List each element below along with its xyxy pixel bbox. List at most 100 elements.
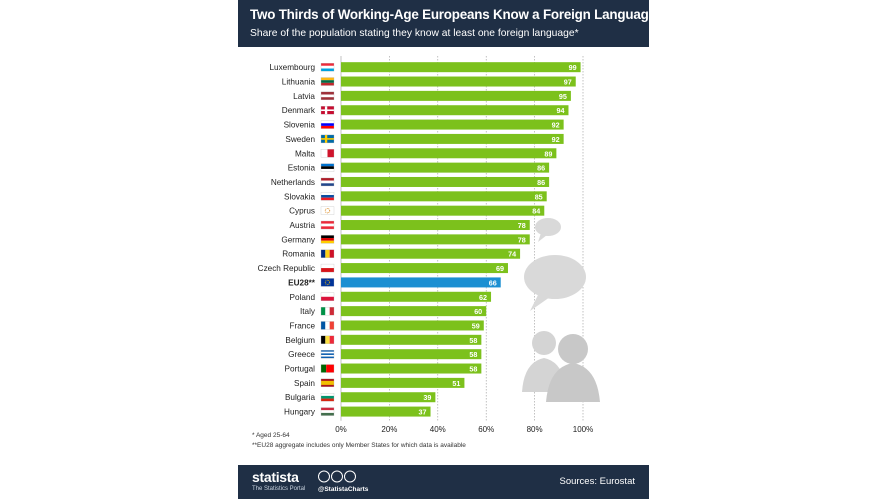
bar-value-label: 74 xyxy=(508,250,516,259)
footnote-age: * Aged 25-64 xyxy=(252,432,290,439)
speech-bubbles-illustration xyxy=(522,218,600,402)
flag-poland-icon xyxy=(320,292,335,301)
bar-value-label: 89 xyxy=(544,149,552,158)
bar-value-label: 58 xyxy=(469,350,477,359)
country-label: Czech Republic xyxy=(258,264,315,273)
bar-value-label: 97 xyxy=(564,78,572,87)
country-label: Hungary xyxy=(284,408,316,417)
bar xyxy=(341,62,581,73)
country-label: Romania xyxy=(282,250,315,259)
bar xyxy=(341,191,547,202)
country-label: France xyxy=(290,321,316,330)
country-label: Estonia xyxy=(288,164,316,173)
bar xyxy=(341,105,569,116)
bar xyxy=(341,334,482,345)
flag-latvia-icon xyxy=(320,91,335,101)
country-label: Austria xyxy=(290,221,316,230)
flag-denmark-icon xyxy=(320,106,335,115)
country-label: Malta xyxy=(295,149,315,158)
country-label: Spain xyxy=(294,379,315,388)
bar-value-label: 58 xyxy=(469,336,477,345)
flag-portugal-icon xyxy=(320,364,335,373)
x-tick-label: 20% xyxy=(381,425,397,434)
bar-value-label: 59 xyxy=(472,321,480,330)
bar-value-label: 66 xyxy=(489,278,497,287)
x-tick-label: 40% xyxy=(430,425,446,434)
bar-value-label: 58 xyxy=(469,365,477,374)
flag-romania-icon xyxy=(320,249,335,258)
country-label: Latvia xyxy=(293,92,315,101)
infographic-card: Two Thirds of Working-Age Europeans Know… xyxy=(238,0,656,499)
bar xyxy=(341,205,545,216)
x-tick-label: 60% xyxy=(478,425,494,434)
country-label: Lithuania xyxy=(282,78,316,87)
flag-hungary-icon xyxy=(320,407,335,416)
country-label: Slovenia xyxy=(284,121,316,130)
statista-logo[interactable]: statista xyxy=(252,469,299,485)
chart-header: Two Thirds of Working-Age Europeans Know… xyxy=(238,0,656,47)
bar-value-label: 39 xyxy=(423,393,431,402)
bar xyxy=(341,291,492,302)
bar-value-label: 60 xyxy=(474,307,482,316)
bar xyxy=(341,363,482,374)
country-label: Cyprus xyxy=(289,207,315,216)
bar xyxy=(341,176,550,187)
bar xyxy=(341,76,576,87)
bar xyxy=(341,392,436,403)
bar xyxy=(341,406,431,417)
chart-title: Two Thirds of Working-Age Europeans Know… xyxy=(250,7,656,22)
flag-lithuania-icon xyxy=(320,77,335,86)
bar xyxy=(341,119,564,130)
bar-value-label: 95 xyxy=(559,92,567,101)
flag-netherlands-icon xyxy=(320,177,335,187)
country-label: Luxembourg xyxy=(269,63,315,72)
country-label: Bulgaria xyxy=(285,393,315,402)
flag-slovakia-icon xyxy=(320,192,335,201)
x-tick-label: 0% xyxy=(335,425,347,434)
country-label: Greece xyxy=(288,350,315,359)
country-label: Slovakia xyxy=(284,192,315,201)
bar-value-label: 37 xyxy=(419,408,427,417)
bar xyxy=(341,234,530,245)
x-axis-ticks: 0% 20% 40% 60% 80% 100% xyxy=(335,425,593,434)
bar-value-label: 84 xyxy=(532,207,540,216)
source-note: Sources: Eurostat xyxy=(559,476,635,487)
bar xyxy=(341,162,550,173)
flag-malta-icon xyxy=(320,149,335,158)
bar-value-label: 99 xyxy=(569,63,577,72)
bar xyxy=(341,349,482,360)
chart-subtitle: Share of the population stating they kno… xyxy=(250,28,579,39)
country-label: Sweden xyxy=(285,135,315,144)
bar xyxy=(341,263,508,274)
flag-czech-republic-icon xyxy=(320,263,335,273)
bar xyxy=(341,377,465,388)
flag-cyprus-icon xyxy=(320,206,335,215)
bar xyxy=(341,220,530,231)
flag-eu28-icon xyxy=(320,278,335,287)
bar-value-label: 92 xyxy=(552,135,560,144)
bar xyxy=(341,306,487,317)
flag-belgium-icon xyxy=(320,335,335,344)
bar-value-label: 86 xyxy=(537,164,545,173)
flag-estonia-icon xyxy=(320,163,335,172)
bar-value-label: 78 xyxy=(518,235,526,244)
statista-tagline: The Statistics Portal xyxy=(252,486,306,492)
twitter-handle[interactable]: @StatistaCharts xyxy=(318,486,369,493)
footnote-eu28: **EU28 aggregate includes only Member St… xyxy=(252,442,466,449)
country-label: Netherlands xyxy=(271,178,315,187)
flag-spain-icon xyxy=(320,378,335,388)
creative-commons-icon xyxy=(318,470,356,483)
flag-germany-icon xyxy=(320,235,335,244)
flag-italy-icon xyxy=(320,306,335,316)
country-label: Germany xyxy=(281,235,316,244)
flag-luxembourg-icon xyxy=(320,63,335,72)
bar-value-label: 86 xyxy=(537,178,545,187)
bar xyxy=(341,148,557,159)
flag-sweden-icon xyxy=(320,134,335,144)
flag-france-icon xyxy=(320,321,335,330)
flag-bulgaria-icon xyxy=(320,393,335,402)
country-label: Belgium xyxy=(285,336,315,345)
country-label: Poland xyxy=(290,293,316,302)
country-label: Portugal xyxy=(285,365,316,374)
country-labels: Luxembourg Lithuania Latvia Denmark Slovenia… xyxy=(258,63,316,416)
